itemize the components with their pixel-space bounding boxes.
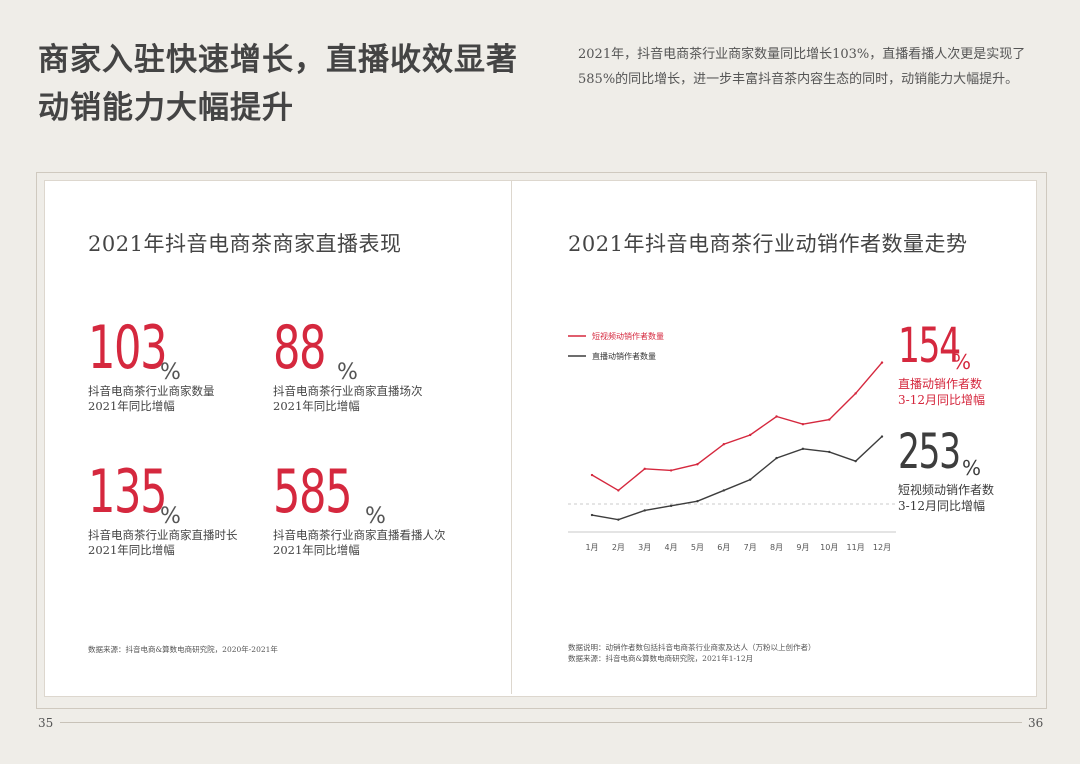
stat-label: 抖音电商茶行业商家直播看播人次 (273, 528, 446, 542)
stat-value: 103 (88, 313, 168, 383)
data-point (643, 509, 646, 512)
data-point (669, 469, 673, 472)
x-tick-label: 9月 (796, 543, 809, 552)
stat-label: 抖音电商茶行业商家数量 (88, 384, 215, 398)
legend-label: 直播动销作者数量 (592, 351, 656, 361)
series-line-0 (591, 362, 883, 492)
headline: 商家入驻快速增长，直播收效显著动销能力大幅提升 (38, 42, 518, 126)
data-point (880, 361, 884, 364)
x-tick-label: 3月 (638, 543, 651, 552)
right-note: 数据说明：动销作者数包括抖音电商茶行业商家及达人（万粉以上创作者） (568, 643, 816, 652)
stat-merchant-count: 103% 抖音电商茶行业商家数量 2021年同比增幅 (88, 318, 278, 414)
data-point (669, 504, 673, 508)
x-tick-label: 2月 (612, 543, 625, 552)
stat-label: 抖音电商茶行业商家直播时长 (88, 528, 238, 542)
right-section-title: 2021年抖音电商茶行业动销作者数量走势 (568, 232, 968, 256)
data-point (643, 467, 646, 471)
x-tick-label: 6月 (717, 543, 730, 552)
series-line-1 (591, 436, 883, 521)
data-point (748, 433, 752, 437)
x-tick-label: 8月 (770, 543, 783, 552)
data-point (617, 489, 620, 492)
stat-live-viewers: 585% 抖音电商茶行业商家直播看播人次 2021年同比增幅 (273, 462, 463, 558)
x-tick-label: 7月 (744, 543, 757, 552)
x-tick-label: 10月 (820, 543, 838, 552)
big-stat-video-authors: 253% 短视频动销作者数 3-12月同比增幅 (898, 428, 994, 514)
big-stat-value: 253 (898, 424, 961, 480)
data-point (854, 459, 857, 463)
data-point (854, 392, 857, 395)
data-point (722, 443, 726, 446)
data-point (775, 415, 778, 418)
stat-sublabel: 2021年同比增幅 (88, 543, 175, 557)
x-tick-label: 4月 (665, 543, 678, 552)
stat-live-duration: 135% 抖音电商茶行业商家直播时长 2021年同比增幅 (88, 462, 278, 558)
big-stat-label: 短视频动销作者数 (898, 483, 995, 497)
data-point (775, 456, 778, 460)
footer-rule (60, 722, 1022, 723)
stat-unit: % (337, 360, 358, 385)
big-stat-value: 154 (898, 318, 961, 374)
frame-border (36, 172, 1047, 709)
x-tick-label: 1月 (585, 543, 598, 552)
data-point (748, 478, 752, 481)
x-tick-label: 11月 (847, 543, 865, 552)
stat-unit: % (160, 360, 181, 385)
big-stat-live-authors: 154% 直播动销作者数 3-12月同比增幅 (898, 322, 985, 408)
left-section-title: 2021年抖音电商茶商家直播表现 (88, 232, 402, 256)
content-panel (44, 180, 1037, 697)
big-stat-unit: % (952, 350, 972, 374)
intro-text: 2021年，抖音电商茶行业商家数量同比增长103%，直播看播人次更是实现了585… (578, 47, 1026, 87)
data-point (828, 418, 831, 421)
stat-live-sessions: 88% 抖音电商茶行业商家直播场次 2021年同比增幅 (273, 318, 463, 414)
data-point (590, 513, 594, 517)
big-stat-unit: % (962, 456, 982, 480)
data-point (801, 423, 805, 426)
stat-unit: % (160, 504, 181, 529)
stat-unit: % (365, 504, 386, 529)
data-point (880, 435, 884, 438)
data-point (617, 518, 620, 521)
data-point (590, 473, 594, 477)
data-point (828, 450, 831, 454)
left-source: 数据来源：抖音电商&算数电商研究院，2020年-2021年 (88, 645, 278, 654)
data-point (801, 447, 805, 451)
stat-sublabel: 2021年同比增幅 (273, 543, 360, 557)
big-stat-sublabel: 3-12月同比增幅 (898, 393, 985, 407)
page-number-left: 35 (38, 716, 54, 730)
data-point (696, 500, 699, 503)
right-source: 数据来源：抖音电商&算数电商研究院，2021年1-12月 (568, 654, 754, 663)
big-stat-label: 直播动销作者数 (898, 377, 983, 391)
legend-label: 短视频动销作者数量 (592, 331, 664, 341)
x-tick-label: 5月 (691, 543, 704, 552)
panel-divider (511, 181, 512, 694)
x-tick-label: 12月 (873, 543, 891, 552)
stat-value: 585 (273, 457, 353, 527)
stat-sublabel: 2021年同比增幅 (88, 399, 175, 413)
data-point (722, 489, 726, 492)
stat-value: 135 (88, 457, 168, 527)
stat-label: 抖音电商茶行业商家直播场次 (273, 384, 423, 398)
stat-value: 88 (273, 313, 327, 383)
stat-sublabel: 2021年同比增幅 (273, 399, 360, 413)
big-stat-sublabel: 3-12月同比增幅 (898, 499, 985, 513)
page-number-right: 36 (1028, 716, 1044, 730)
data-point (696, 463, 699, 466)
